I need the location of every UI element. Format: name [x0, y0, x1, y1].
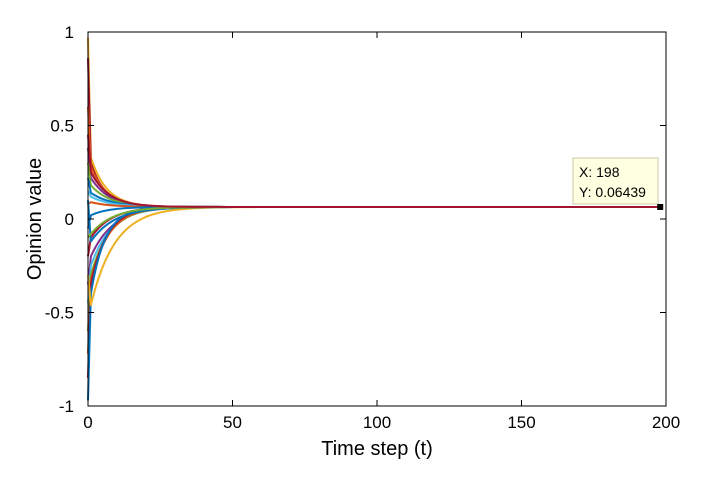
y-axis-title: Opinion value: [24, 158, 46, 280]
x-tick-label-0: 0: [83, 413, 92, 432]
x-tick-label-100: 100: [363, 413, 391, 432]
y-tick-label-4: 1: [65, 23, 74, 42]
x-tick-label-200: 200: [652, 413, 680, 432]
data-tip[interactable]: X: 198 Y: 0.06439: [572, 157, 664, 210]
x-tick-label-50: 50: [223, 413, 242, 432]
data-tip-box: [572, 157, 659, 205]
series-layer: [87, 37, 661, 401]
series-line-20: [87, 134, 661, 208]
x-axis-title: Time step (t): [321, 438, 433, 460]
data-tip-y: Y: 0.06439: [579, 184, 646, 200]
plot-area: [88, 32, 666, 406]
y-tick-label-0: -1: [59, 397, 74, 416]
y-tick-label-1: -0.5: [45, 304, 74, 323]
y-tick-label-2: 0: [65, 210, 74, 229]
axes-layer: 0 50 100 150 200 -1 -0.5 0 0.5 1: [45, 23, 680, 432]
data-tip-x: X: 198: [579, 164, 620, 180]
x-tick-label-150: 150: [507, 413, 535, 432]
data-tip-marker[interactable]: [657, 204, 664, 210]
y-tick-label-3: 0.5: [50, 117, 74, 136]
